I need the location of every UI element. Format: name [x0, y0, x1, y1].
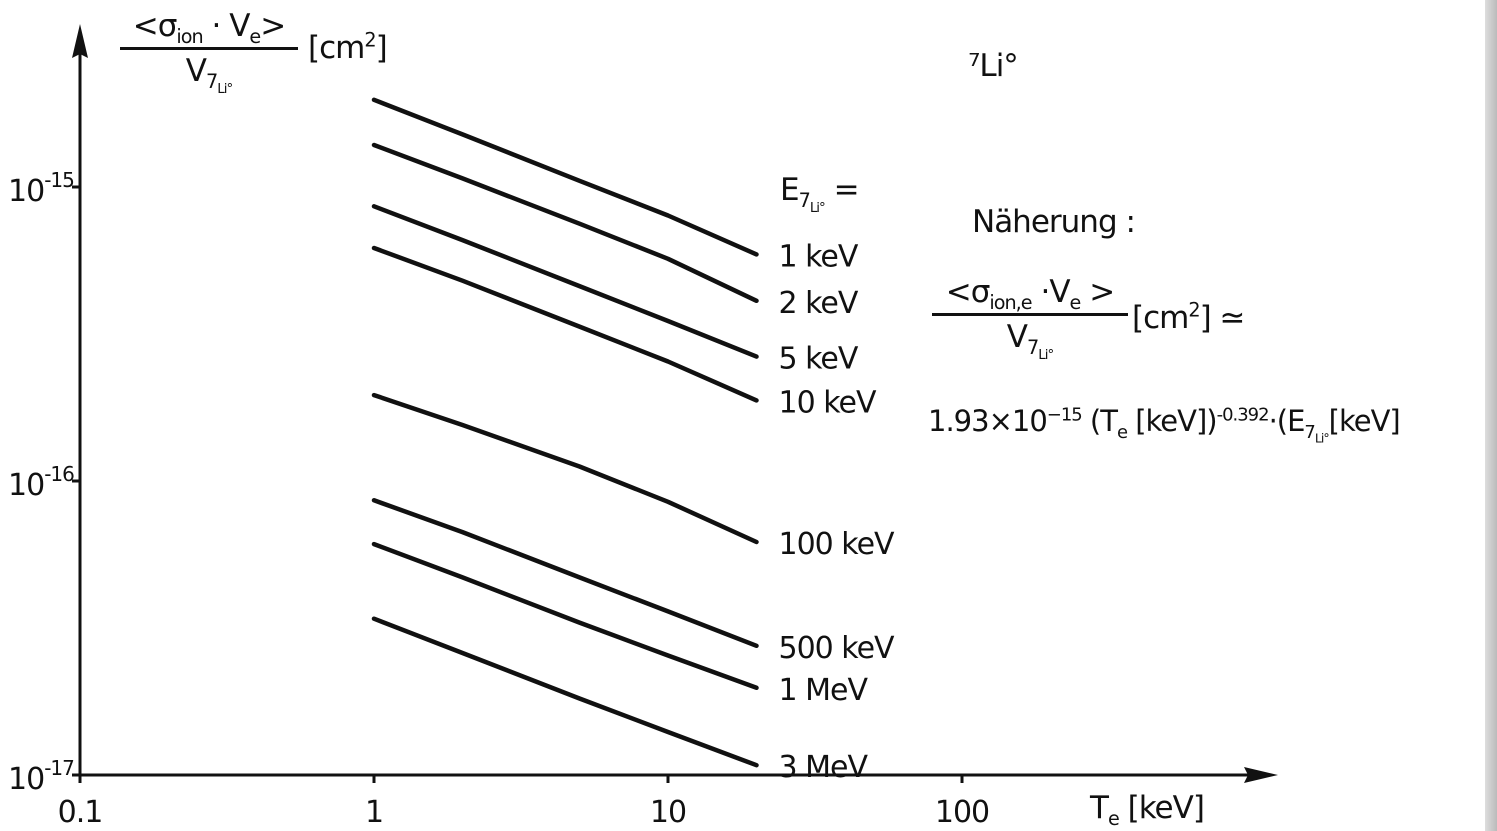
y-den: V [185, 53, 207, 89]
y-axis-arrowhead [72, 24, 88, 58]
chart-title: ⁷Li° [968, 48, 1019, 84]
series-label-0: 1 keV [779, 239, 859, 274]
legend-title-subsub: Li° [809, 201, 826, 217]
y-unit-close: ] [375, 30, 388, 66]
legend-title-sub: 7 [798, 189, 811, 213]
series-label-3: 10 keV [779, 385, 877, 420]
y-tick-label-0: 10-15 [8, 168, 74, 209]
approx-unit-close: ] ≃ [1199, 300, 1246, 336]
approx-te-sub: e [1116, 421, 1128, 443]
approx-unit-sup: 2 [1188, 298, 1200, 322]
approx-mid-dot: · [1268, 404, 1278, 438]
approx-fraction-bar [932, 313, 1128, 316]
approx-unit-open: [cm [1132, 300, 1189, 336]
x-label-main: T [1090, 790, 1109, 826]
x-tick-label-0: 0.1 [58, 795, 103, 830]
y-axis-label-numerator: <σion · Ve> [120, 8, 298, 46]
y-axis-unit: [cm2] [308, 28, 388, 66]
approx-te-open: (T [1081, 404, 1118, 438]
series-label-6: 1 MeV [779, 673, 869, 708]
curves-group [371, 97, 759, 768]
series-label-7: 3 MeV [779, 750, 869, 785]
x-axis-label: Te [keV] [1090, 790, 1205, 828]
approx-den: V [1006, 319, 1028, 355]
approx-numerator: <σion,e ·Ve > [932, 274, 1128, 312]
series-label-4: 100 keV [779, 527, 896, 562]
approx-denominator: V7Li° [932, 319, 1128, 362]
y-unit-open: [cm [308, 30, 365, 66]
approx-den-subsub: Li° [1038, 348, 1054, 364]
series-line-2 [371, 204, 759, 359]
x-label-unit: [keV] [1118, 790, 1205, 826]
page-edge-shadow [1485, 0, 1497, 831]
series-label-2: 5 keV [779, 342, 859, 377]
approx-unit: [cm2] ≃ [1132, 300, 1245, 336]
x-tick-label-3: 100 [935, 795, 989, 830]
approx-num-gt: > [1080, 274, 1115, 310]
approx-num-sub: ion,e [989, 291, 1032, 315]
x-axis-arrowhead [1244, 767, 1278, 783]
y-tick-label-1: 10-16 [8, 462, 74, 503]
approx-coef: 1.93×10 [928, 404, 1048, 438]
approx-e-subsub: Li° [1314, 430, 1330, 446]
series-line-7 [371, 616, 759, 768]
approx-num-dot: ·V [1031, 274, 1070, 310]
series-label-5: 500 keV [779, 631, 896, 666]
y-num-sub2: e [249, 25, 261, 49]
approximation-expression: 1.93×10−15 (Te [keV])-0.392·(E7Li°[keV] [928, 404, 1401, 444]
series-label-1: 2 keV [779, 286, 859, 321]
y-num-gt: > [260, 8, 286, 44]
y-den-sub: 7 [206, 70, 218, 94]
y-den-subsub: Li° [217, 82, 233, 98]
approx-num-sub2: e [1069, 291, 1082, 315]
tick-labels-group: 0.1 1 10 100 10-15 10-16 10-17 1 keV 2 keV 5 keV 1… [8, 168, 990, 830]
x-label-sub: e [1107, 807, 1120, 831]
y-axis-label-fraction-bar [120, 47, 298, 50]
x-tick-label-1: 1 [365, 795, 383, 830]
approx-e-close: [keV] [1328, 404, 1401, 438]
approximation-fraction: <σion,e ·Ve > V7Li° [932, 274, 1128, 362]
legend-title-main: E [780, 172, 800, 208]
y-axis-label-denominator: V7Li° [120, 53, 298, 96]
y-tick-label-2: 10-17 [8, 756, 74, 797]
series-line-0 [371, 97, 759, 257]
x-tick-label-2: 10 [650, 795, 686, 830]
axes-group [72, 24, 1278, 783]
approx-e-open: (E [1276, 404, 1306, 438]
legend-title: E7Li° = [780, 172, 860, 215]
series-line-5 [371, 498, 759, 649]
approx-coef-exp: −15 [1046, 404, 1083, 426]
y-num-sub: ion [176, 25, 203, 49]
approx-num-lt: <σ [945, 274, 991, 310]
approx-den-sub: 7 [1027, 336, 1039, 360]
y-unit-sup: 2 [364, 28, 376, 52]
series-line-6 [371, 541, 759, 691]
approx-te-exp: -0.392 [1216, 404, 1270, 426]
approx-e-sub: 7 [1304, 421, 1315, 443]
approx-te-close: [keV]) [1127, 404, 1217, 438]
series-line-3 [371, 245, 759, 403]
y-num-lt: <σ [132, 8, 178, 44]
y-axis-label: <σion · Ve> V7Li° [120, 8, 298, 96]
legend-title-eq: = [824, 172, 860, 208]
y-num-dot: · V [202, 8, 250, 44]
series-line-1 [371, 142, 759, 304]
series-line-4 [371, 392, 759, 545]
approximation-heading: Näherung : [972, 204, 1136, 240]
